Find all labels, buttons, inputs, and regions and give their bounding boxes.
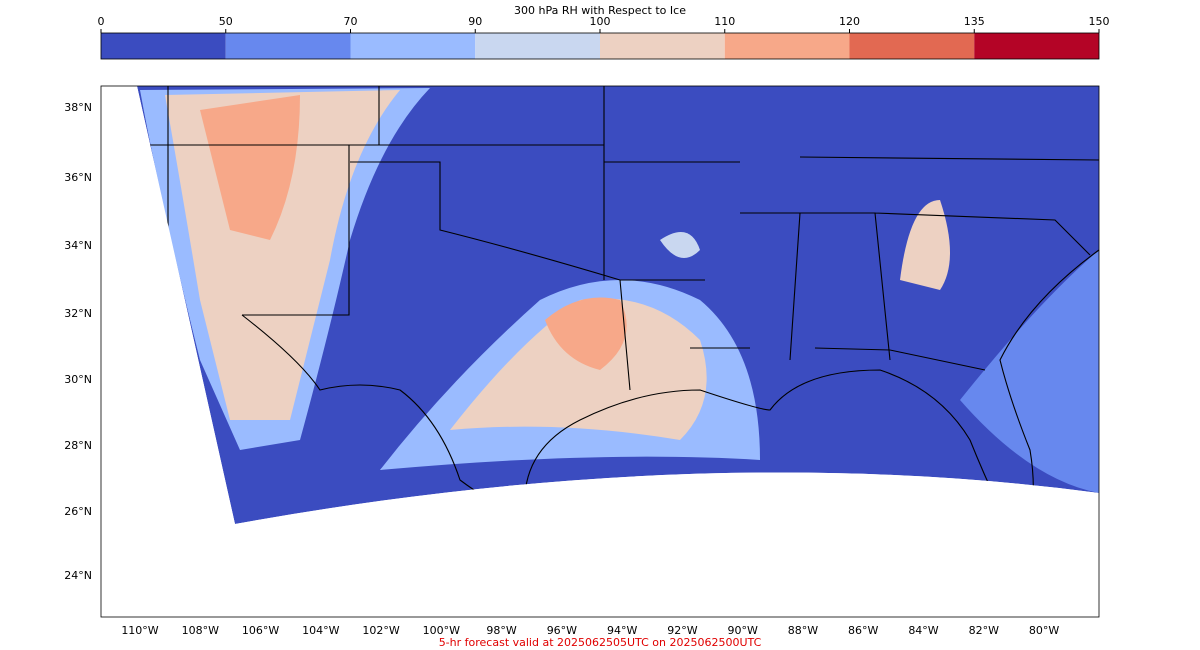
colorbar-tick-label: 50 [219, 15, 233, 28]
colorbar-segment [225, 33, 351, 59]
moisture-region [900, 200, 950, 290]
latitude-label: 26°N [64, 505, 92, 518]
moisture-region [450, 298, 707, 440]
longitude-label: 84°W [908, 624, 938, 637]
colorbar-title: 300 hPa RH with Respect to Ice [514, 4, 686, 17]
longitude-label: 106°W [242, 624, 279, 637]
latitude-label: 32°N [64, 307, 92, 320]
longitude-label: 108°W [182, 624, 219, 637]
latitude-label: 38°N [64, 101, 92, 114]
colorbar-tick-label: 150 [1089, 15, 1110, 28]
colorbar-segment [101, 33, 226, 59]
moisture-region [200, 95, 300, 240]
state-borders [101, 86, 1100, 391]
moisture-region [960, 250, 1099, 493]
outside-domain [101, 86, 1099, 617]
longitude-label: 94°W [607, 624, 637, 637]
colorbar: 0 50 70 90 100 110 120 135 150 [98, 15, 1110, 59]
latitude-label: 30°N [64, 373, 92, 386]
longitude-label: 80°W [1029, 624, 1059, 637]
longitude-label: 90°W [728, 624, 758, 637]
footer: 5-hr forecast valid at 2025062505UTC on … [439, 636, 762, 649]
colorbar-tick-label: 70 [344, 15, 358, 28]
moisture-region [660, 232, 700, 258]
latitude-label: 34°N [64, 239, 92, 252]
colorbar-frame [100, 32, 1100, 60]
latitude-label: 36°N [64, 171, 92, 184]
colorbar-tick-label: 110 [714, 15, 735, 28]
longitude-label: 102°W [362, 624, 399, 637]
longitude-label: 98°W [486, 624, 516, 637]
colorbar-segment [600, 33, 725, 59]
colorbar-tick-label: 90 [468, 15, 482, 28]
longitude-labels: 110°W 108°W 106°W 104°W 102°W 100°W 98°W 96°W 94… [121, 624, 1059, 637]
longitude-label: 92°W [667, 624, 697, 637]
longitude-label: 104°W [302, 624, 339, 637]
coastline [241, 249, 1100, 552]
longitude-label: 100°W [423, 624, 460, 637]
longitude-label: 86°W [848, 624, 878, 637]
latitude-labels: 38°N 36°N 34°N 32°N 30°N 28°N 26°N 24°N [64, 101, 92, 582]
colorbar-segment [475, 33, 600, 59]
colorbar-segment [350, 33, 476, 59]
colorbar-tick-label: 100 [590, 15, 611, 28]
colorbar-segment [974, 33, 1099, 59]
latitude-label: 28°N [64, 439, 92, 452]
moisture-region [545, 297, 627, 370]
map [100, 85, 1100, 618]
colorbar-tick-label: 135 [964, 15, 985, 28]
colorbar-segment [849, 33, 975, 59]
longitude-label: 88°W [788, 624, 818, 637]
colorbar-tick-label: 0 [98, 15, 105, 28]
colorbar-segment [724, 33, 850, 59]
longitude-label: 96°W [547, 624, 577, 637]
longitude-label: 82°W [969, 624, 999, 637]
map-frame [100, 85, 1100, 618]
colorbar-tick-label: 120 [839, 15, 860, 28]
latitude-label: 24°N [64, 569, 92, 582]
longitude-label: 110°W [121, 624, 158, 637]
